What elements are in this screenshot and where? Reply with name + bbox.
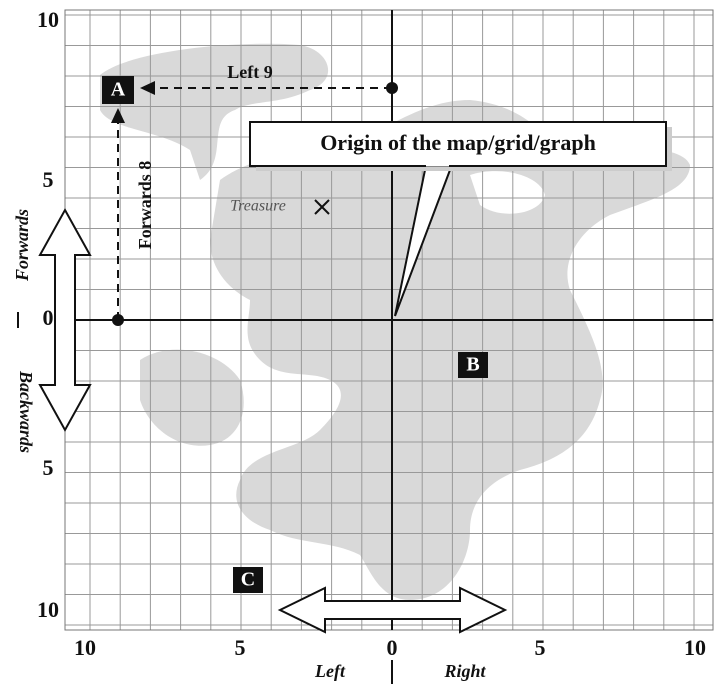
point-box bbox=[458, 352, 488, 378]
callout-pointer bbox=[394, 169, 451, 317]
y-axis-label: 10 bbox=[37, 597, 59, 622]
arrow-head bbox=[111, 108, 125, 123]
y-axis-label: 0 bbox=[43, 305, 54, 330]
x-axis-label: 5 bbox=[535, 635, 546, 660]
move-label: Forwards 8 bbox=[135, 161, 155, 250]
y-axis-label: 5 bbox=[43, 167, 54, 192]
direction-label: Right bbox=[443, 661, 486, 681]
land-shape bbox=[470, 171, 545, 214]
x-axis-label: 0 bbox=[387, 635, 398, 660]
x-axis-label: 10 bbox=[684, 635, 706, 660]
dot bbox=[112, 314, 124, 326]
direction-label: Forwards bbox=[12, 209, 32, 282]
axis-labels: 10 5 0 5 10 10 5 0 5 10 bbox=[37, 7, 706, 660]
treasure-mark bbox=[314, 199, 330, 215]
point-label: A bbox=[111, 79, 126, 101]
callout-box bbox=[249, 121, 667, 167]
point-label: B bbox=[466, 354, 479, 376]
x-axis-label: 5 bbox=[235, 635, 246, 660]
callout-text: Origin of the map/grid/graph bbox=[320, 130, 596, 155]
direction-label: Left bbox=[314, 661, 346, 681]
point-box bbox=[102, 76, 134, 104]
y-axis-label: 10 bbox=[37, 7, 59, 32]
point-box bbox=[233, 567, 263, 593]
vertical-double-arrow bbox=[38, 207, 92, 433]
land-shape bbox=[140, 349, 244, 446]
treasure-label: Treasure bbox=[230, 198, 286, 215]
y-axis-label: 5 bbox=[43, 455, 54, 480]
direction-label: Backwards bbox=[16, 370, 36, 453]
move-label: Left 9 bbox=[227, 62, 272, 82]
dot bbox=[386, 82, 398, 94]
horizontal-double-arrow bbox=[277, 586, 508, 634]
point-label: C bbox=[241, 569, 255, 591]
arrow-head bbox=[140, 81, 155, 95]
x-axis-label: 10 bbox=[74, 635, 96, 660]
